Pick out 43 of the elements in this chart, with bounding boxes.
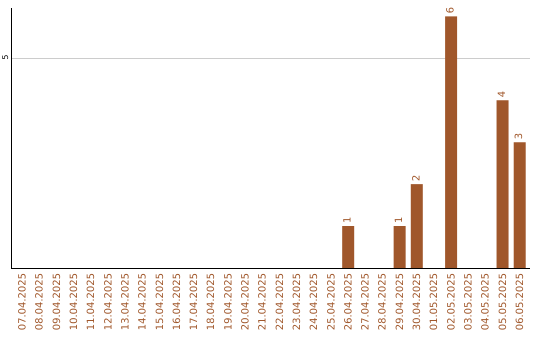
x-tick-label: 14.04.2025 <box>138 273 149 330</box>
x-tick-label: 16.04.2025 <box>172 273 183 330</box>
data-label: 6 <box>446 7 457 14</box>
x-tick-label: 26.04.2025 <box>343 273 354 330</box>
x-tick-label: 24.04.2025 <box>309 273 320 330</box>
x-tick-label: 25.04.2025 <box>326 273 338 330</box>
data-label: 2 <box>411 174 422 182</box>
bar <box>394 226 406 268</box>
bar <box>342 226 354 268</box>
bar <box>514 142 526 268</box>
bar <box>410 184 423 268</box>
x-tick-label: 10.04.2025 <box>69 273 80 330</box>
data-label: 1 <box>342 216 354 224</box>
x-tick-label: 19.04.2025 <box>223 273 234 330</box>
x-tick-label: 11.04.2025 <box>86 273 98 330</box>
data-label: 4 <box>497 90 508 98</box>
x-tick-label: 04.05.2025 <box>480 273 492 330</box>
x-tick-label: 20.04.2025 <box>240 273 252 330</box>
x-tick-label: 29.04.2025 <box>394 273 406 330</box>
x-tick-label: 27.04.2025 <box>360 273 372 330</box>
data-label: 1 <box>394 216 406 224</box>
x-tick-label: 21.04.2025 <box>258 273 269 330</box>
x-tick-label: 12.04.2025 <box>103 273 114 330</box>
x-tick-label: 08.04.2025 <box>34 273 46 330</box>
x-tick-label: 09.04.2025 <box>52 273 63 330</box>
x-tick-label: 18.04.2025 <box>206 273 218 330</box>
x-tick-label: 30.04.2025 <box>412 273 424 330</box>
x-tick-label: 15.04.2025 <box>154 273 166 330</box>
x-tick-label: 23.04.2025 <box>292 273 303 330</box>
x-tick-label: 05.05.2025 <box>498 273 509 330</box>
data-label: 3 <box>514 132 526 140</box>
x-tick-label: 13.04.2025 <box>120 273 132 330</box>
x-tick-label: 07.04.2025 <box>18 273 29 330</box>
x-tick-label: 02.05.2025 <box>446 273 458 330</box>
x-tick-label: 22.04.2025 <box>274 273 286 330</box>
y-tick-label: 5 <box>0 54 10 60</box>
x-tick-label: 17.04.2025 <box>189 273 200 330</box>
bar <box>445 16 458 268</box>
x-tick-label: 01.05.2025 <box>429 273 440 330</box>
x-tick-label: 03.05.2025 <box>464 273 474 330</box>
x-tick-label: 28.04.2025 <box>378 273 389 330</box>
bar <box>496 100 509 268</box>
x-tick-label: 06.05.2025 <box>514 273 526 330</box>
